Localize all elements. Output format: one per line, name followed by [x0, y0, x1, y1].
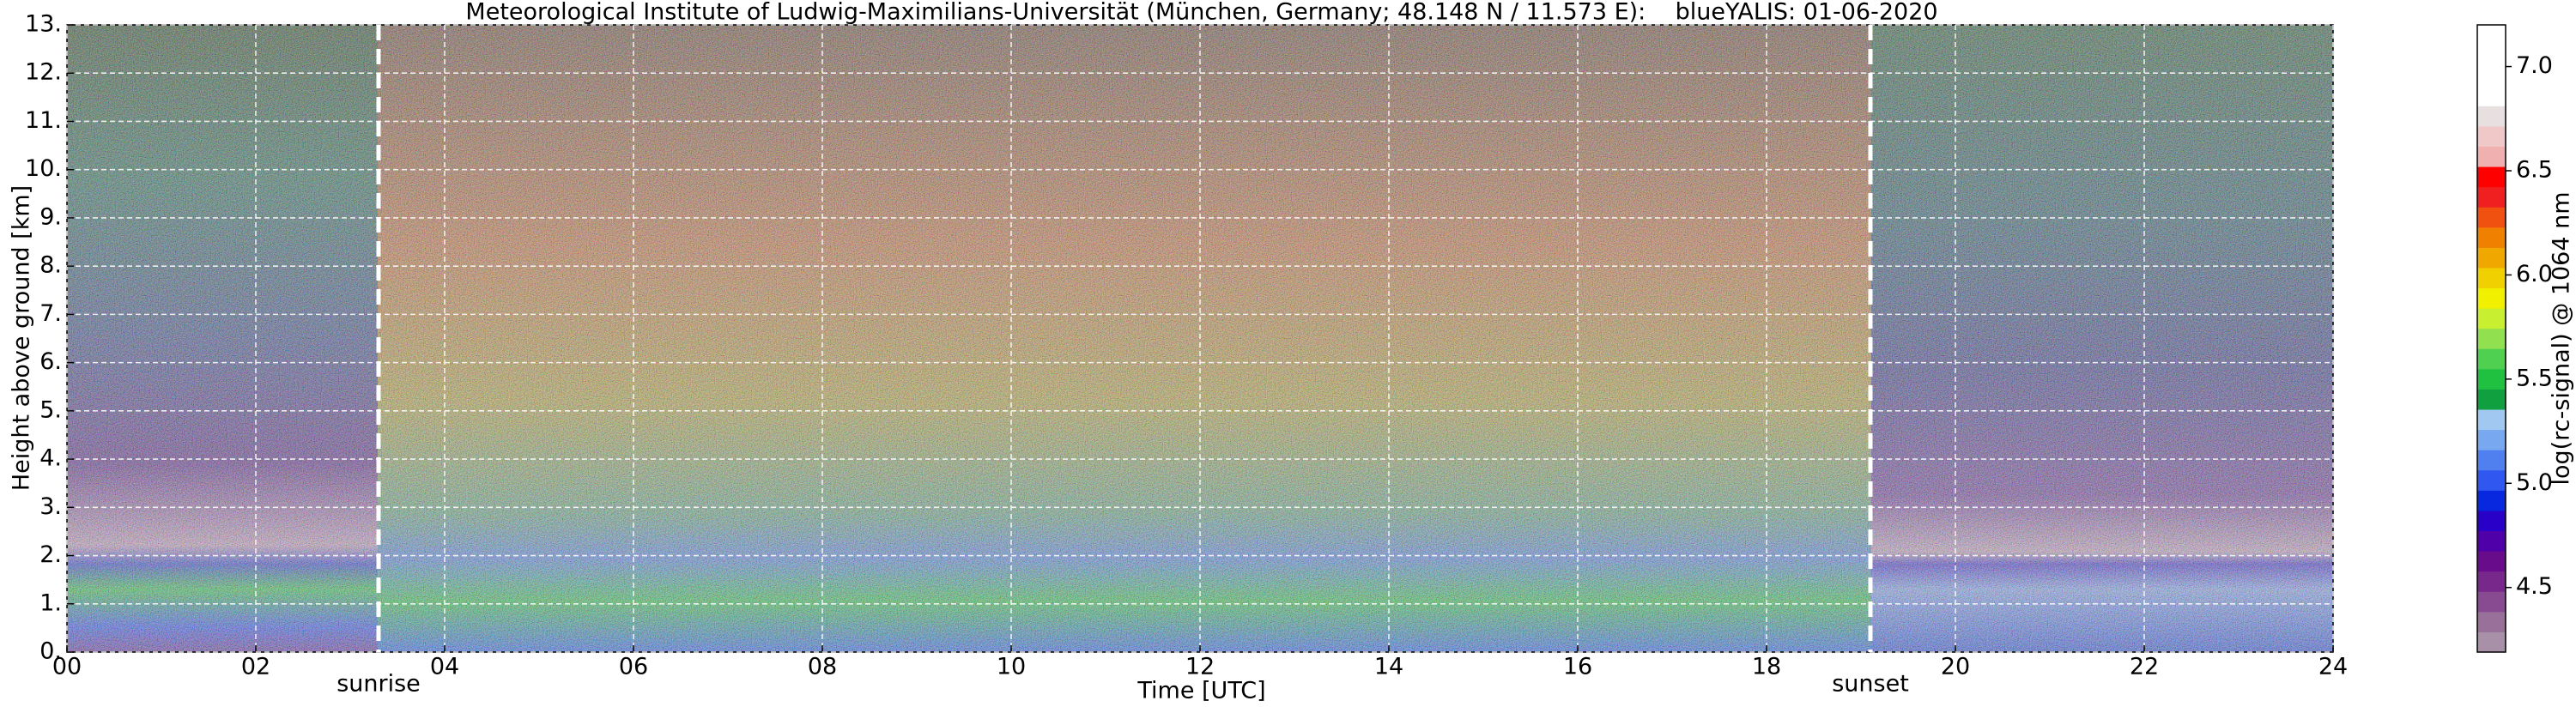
y-tick-label: 9. — [39, 203, 62, 230]
y-tick-label: 6. — [39, 348, 62, 375]
colorbar-band — [2477, 631, 2506, 653]
y-tick-label: 5. — [39, 396, 62, 423]
y-tick-label: 8. — [39, 252, 62, 279]
colorbar-band — [2477, 368, 2506, 390]
x-tick-label: 04 — [430, 654, 459, 680]
y-tick-label: 3. — [39, 493, 62, 520]
colorbar-band — [2477, 227, 2506, 248]
colorbar-band — [2477, 106, 2506, 127]
x-axis-label: Time [UTC] — [1136, 678, 1265, 704]
colorbar-tick-label: 6.5 — [2516, 157, 2553, 184]
colorbar-band — [2477, 409, 2506, 431]
colorbar-band — [2477, 85, 2506, 106]
colorbar-band — [2477, 450, 2506, 471]
colorbar-tick-label: 4.5 — [2516, 573, 2553, 600]
colorbar-band — [2477, 125, 2506, 147]
chart-title: Meteorological Institute of Ludwig-Maxim… — [465, 0, 1937, 26]
x-tick-label: 06 — [619, 654, 648, 680]
x-tick-label: 12 — [1185, 654, 1215, 680]
colorbar-band — [2477, 611, 2506, 632]
colorbar-band — [2477, 510, 2506, 532]
colorbar-label: log(rc-signal) @ 1064 nm — [2549, 191, 2575, 485]
x-tick-label: 24 — [2318, 654, 2348, 680]
x-tick-label: 00 — [52, 654, 82, 680]
colorbar-band — [2477, 45, 2506, 66]
colorbar-band — [2477, 490, 2506, 511]
annotation-label: sunrise — [336, 671, 421, 698]
y-tick-label: 12. — [25, 59, 62, 86]
colorbar-tick-label: 7.0 — [2516, 52, 2553, 79]
colorbar-band — [2477, 348, 2506, 370]
x-tick-label: 22 — [2130, 654, 2159, 680]
colorbar-band — [2477, 146, 2506, 167]
colorbar-band — [2477, 591, 2506, 613]
y-tick-label: 10. — [25, 155, 62, 182]
colorbar-band — [2477, 469, 2506, 491]
x-tick-label: 14 — [1374, 654, 1403, 680]
colorbar-frame — [2476, 24, 2506, 653]
colorbar-band — [2477, 551, 2506, 572]
x-tick-label: 10 — [997, 654, 1026, 680]
y-tick-label: 1. — [39, 589, 62, 616]
colorbar-band — [2477, 267, 2506, 289]
colorbar-band — [2477, 530, 2506, 552]
x-tick-label: 18 — [1752, 654, 1781, 680]
colorbar-band — [2477, 571, 2506, 592]
x-tick-label: 16 — [1563, 654, 1592, 680]
colorbar-band — [2477, 308, 2506, 329]
colorbar-band — [2477, 247, 2506, 269]
y-tick-label: 4. — [39, 445, 62, 472]
y-tick-label: 13. — [25, 11, 62, 38]
colorbar-band — [2477, 65, 2506, 87]
colorbar-tick-label: 6.0 — [2516, 261, 2553, 287]
x-tick-label: 08 — [808, 654, 837, 680]
x-tick-label: 02 — [241, 654, 270, 680]
heatmap-field — [67, 25, 2333, 652]
colorbar-band — [2477, 207, 2506, 228]
colorbar-tick-label: 5.5 — [2516, 365, 2553, 391]
colorbar-band — [2477, 429, 2506, 450]
x-tick-label: 20 — [1941, 654, 1970, 680]
colorbar-band — [2477, 287, 2506, 309]
y-tick-label: 7. — [39, 300, 62, 327]
y-tick-label: 0. — [39, 638, 62, 665]
colorbar-tick-label: 5.0 — [2516, 469, 2553, 496]
colorbar-band — [2477, 186, 2506, 208]
annotation-label: sunset — [1832, 671, 1909, 698]
y-tick-label: 11. — [25, 107, 62, 134]
colorbar-band — [2477, 328, 2506, 349]
colorbar-band — [2477, 25, 2506, 46]
colorbar-band — [2477, 389, 2506, 410]
y-axis-label: Height above ground [km] — [9, 185, 35, 491]
colorbar-band — [2477, 166, 2506, 188]
y-tick-label: 2. — [39, 541, 62, 568]
